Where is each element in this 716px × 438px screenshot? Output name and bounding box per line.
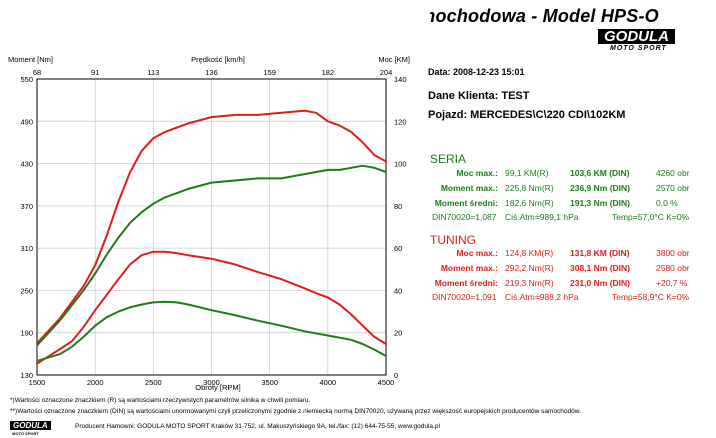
- tuning-power-line: [36, 109, 387, 345]
- seria-row-label: Moment średni:: [434, 198, 498, 208]
- chart-labels: 130 190 250 310 370 430 490 550 1500 2000 2500 3000…: [8, 55, 410, 392]
- seria-row-rpm: 4260 obr: [656, 168, 690, 178]
- seria-row-label: Moc max.:: [456, 168, 498, 178]
- y-left-tick-label: 310: [20, 244, 33, 253]
- tuning-row-label: Moc max.:: [456, 248, 498, 258]
- tuning-row-label: Moment max.:: [440, 263, 498, 273]
- x-axis-label: Obroty [RPM]: [195, 383, 240, 392]
- y-right-tick-label: 140: [394, 75, 407, 84]
- seria-row-value-din: 236,9 Nm (DIN): [570, 183, 630, 193]
- seria-torque-line: [36, 300, 387, 362]
- tuning-row-rpm: 2580 obr: [656, 263, 690, 273]
- y-left-tick-label: 550: [20, 75, 33, 84]
- tuning-row-value-din: 131,8 KM (DIN): [570, 248, 630, 258]
- y-right-tick-label: 20: [394, 329, 402, 338]
- seria-row-value-din: 103,6 KM (DIN): [570, 168, 630, 178]
- y-right-tick-label: 60: [394, 244, 402, 253]
- tuning-temp: Temp=58,9°C K=0%: [612, 292, 690, 302]
- top-axis-label: Prędkość [km/h]: [191, 55, 245, 64]
- brand-logo: GODULA: [598, 29, 675, 44]
- y-left-axis-label: Moment [Nm]: [8, 55, 53, 64]
- tuning-row-value-din: 231,0 Nm (DIN): [570, 278, 630, 288]
- seria-row-rpm: 2570 obr: [656, 183, 690, 193]
- x-tick-label: 2000: [87, 378, 104, 387]
- chart-background: [0, 0, 430, 396]
- vehicle-name: Pojazd: MERCEDES\C\220 CDI\102KM: [428, 109, 626, 121]
- dyno-chart: 130 190 250 310 370 430 490 550 1500 2000 2500 3000…: [0, 0, 430, 396]
- top-axis-tick-label: 68: [33, 68, 41, 77]
- chart-series: [36, 109, 387, 365]
- footer-logo: GODULA: [10, 421, 51, 430]
- x-tick-label: 4500: [378, 378, 395, 387]
- tuning-din: DIN70020=1,091: [432, 292, 497, 302]
- seria-row-label: Moment max.:: [440, 183, 498, 193]
- seria-atm: Ciś.Atm=989,1 hPa: [505, 212, 579, 222]
- x-tick-label: 3500: [261, 378, 278, 387]
- seria-power-line: [36, 164, 387, 347]
- seria-row-value-din: 191,3 Nm (DIN): [570, 198, 630, 208]
- seria-row-value-r: 99,1 KM(R): [505, 168, 549, 178]
- seria-title: SERIA: [430, 152, 467, 166]
- brand-logo-subtitle: MOTO SPORT: [610, 45, 667, 52]
- chart-grid: [37, 79, 386, 375]
- top-axis-tick-label: 159: [263, 68, 276, 77]
- tuning-row-value-r: 292,2 Nm(R): [505, 263, 554, 273]
- y-right-tick-label: 100: [394, 160, 407, 169]
- seria-row-value-r: 182,6 Nm(R): [505, 198, 554, 208]
- client-name: Dane Klienta: TEST: [428, 90, 530, 102]
- y-left-tick-label: 370: [20, 202, 33, 211]
- tuning-row-label: Moment średni:: [434, 278, 498, 288]
- y-left-tick-label: 490: [20, 117, 33, 126]
- y-left-tick-label: 250: [20, 286, 33, 295]
- top-axis-tick-label: 136: [205, 68, 218, 77]
- footnote-r: *)Wartości oznaczone znaczkiem (R) są wa…: [10, 397, 311, 404]
- top-axis-tick-label: 91: [91, 68, 99, 77]
- seria-row-value-r: 225,8 Nm(R): [505, 183, 554, 193]
- top-axis-tick-label: 182: [322, 68, 335, 77]
- x-tick-label: 4000: [319, 378, 336, 387]
- tuning-torque-line: [36, 250, 387, 365]
- y-left-tick-label: 430: [20, 160, 33, 169]
- tuning-row-value-r: 219,3 Nm(R): [505, 278, 554, 288]
- y-left-tick-label: 130: [20, 371, 33, 380]
- tuning-title: TUNING: [430, 233, 476, 247]
- tuning-row-value-din: 308,1 Nm (DIN): [570, 263, 630, 273]
- y-right-axis-label: Moc [KM]: [378, 55, 410, 64]
- x-tick-label: 2500: [145, 378, 162, 387]
- y-right-tick-label: 80: [394, 202, 402, 211]
- tuning-row-value-r: 124,8 KM(R): [505, 248, 554, 258]
- top-axis-tick-label: 113: [147, 68, 159, 77]
- y-right-tick-label: 40: [394, 286, 402, 295]
- plot-frame: [36, 78, 387, 376]
- y-left-tick-label: 190: [20, 329, 33, 338]
- footer-logo-subtitle: MOTO SPORT: [12, 431, 39, 436]
- producer-info: Producent Hamowni: GODULA MOTO SPORT Kra…: [75, 423, 440, 430]
- footnote-din: **)Wartości oznaczone znaczkiem (DIN) są…: [10, 408, 581, 415]
- chart-axes: [36, 78, 387, 376]
- tuning-row-rpm: 3800 obr: [656, 248, 690, 258]
- x-tick-label: 1500: [29, 378, 46, 387]
- seria-din: DIN70020=1,087: [432, 212, 497, 222]
- y-right-tick-label: 120: [394, 117, 407, 126]
- seria-temp: Temp=57,0°C K=0%: [612, 212, 690, 222]
- top-axis-tick-label: 204: [380, 68, 393, 77]
- test-date: Data: 2008-12-23 15:01: [428, 67, 525, 77]
- tuning-atm: Ciś.Atm=988,2 hPa: [505, 292, 579, 302]
- x-tick-label: 3000: [203, 378, 220, 387]
- seria-row-rpm: 0,0 %: [656, 198, 678, 208]
- y-right-tick-label: 0: [394, 371, 398, 380]
- tuning-row-rpm: +20,7 %: [656, 278, 688, 288]
